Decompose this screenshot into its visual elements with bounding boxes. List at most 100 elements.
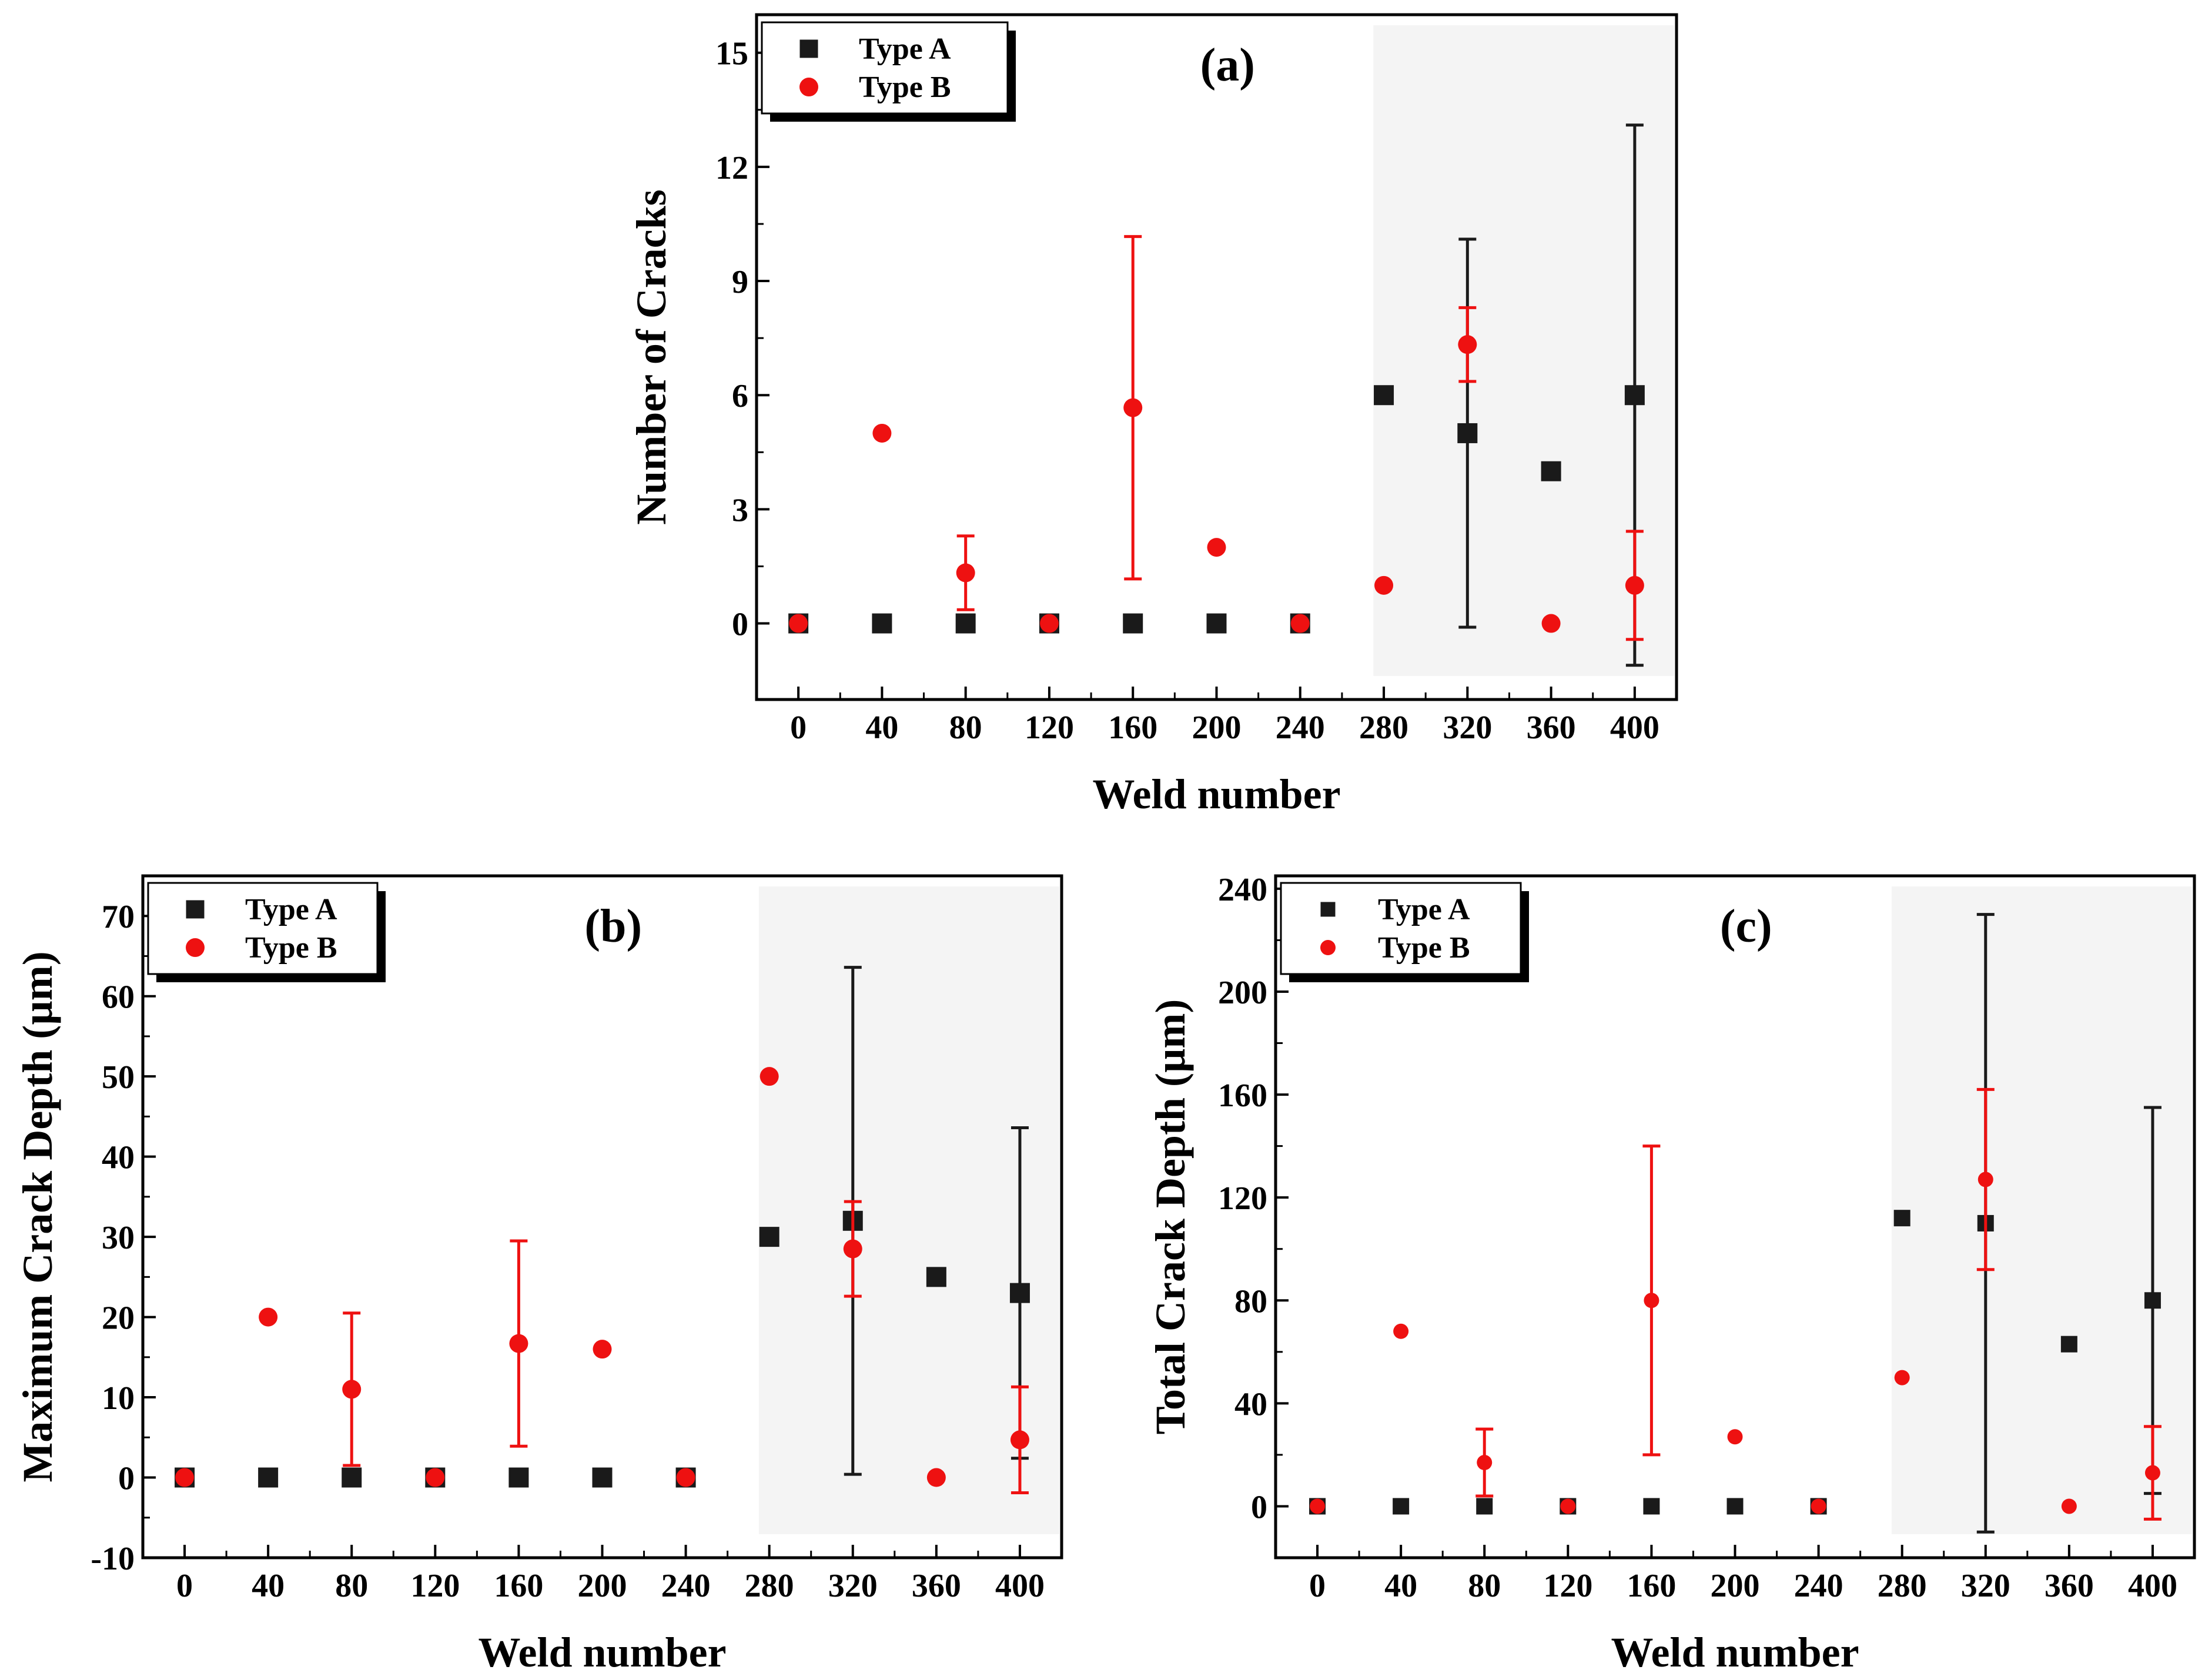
- x-tick-label: 280: [1359, 710, 1408, 746]
- data-point-type-b: [509, 1334, 528, 1353]
- data-point-type-a: [1893, 1210, 1910, 1227]
- data-point-type-b: [1290, 614, 1310, 633]
- legend-label-type-a: Type A: [859, 32, 951, 66]
- panel-b-maximum-crack-depth: 0 40 80 120 160 200 240 280 320 360 400 -10 0 10 20 30 4…: [14, 874, 1063, 1676]
- data-point-type-b: [1560, 1498, 1576, 1514]
- data-point-type-a: [2060, 1336, 2077, 1353]
- x-tick-label: 360: [1527, 710, 1576, 746]
- data-point-type-a: [872, 613, 892, 634]
- data-point-type-b: [1393, 1323, 1409, 1339]
- panel-label: (a): [1200, 39, 1255, 91]
- panel-label: (b): [584, 901, 642, 952]
- x-tick-label: 280: [1878, 1568, 1927, 1604]
- data-point-type-a: [2144, 1292, 2161, 1309]
- x-tick-label: 120: [410, 1568, 460, 1604]
- legend-label-type-b: Type B: [859, 71, 951, 104]
- panel-a-number-of-cracks: 0 40 80 120 160 200 240 280 320 360 400 0 3 6 9 12 15 Ty…: [628, 13, 1678, 818]
- y-tick-label: 12: [715, 150, 748, 186]
- data-point-type-b: [1625, 575, 1644, 595]
- data-point-type-b: [1207, 538, 1226, 557]
- x-tick-label: 80: [1468, 1568, 1501, 1604]
- x-tick-label: 400: [2128, 1568, 2177, 1604]
- x-tick-label: 240: [661, 1568, 711, 1604]
- y-tick-label: 0: [118, 1461, 135, 1497]
- data-point-type-a: [592, 1467, 613, 1488]
- x-tick-label: 320: [1961, 1568, 2010, 1604]
- data-point-type-a: [1457, 423, 1478, 443]
- data-point-type-b: [1978, 1172, 1993, 1187]
- x-tick-label: 200: [1711, 1568, 1760, 1604]
- legend-label-type-b: Type B: [245, 931, 337, 965]
- x-tick-label: 120: [1025, 710, 1074, 746]
- x-tick-label: 240: [1794, 1568, 1843, 1604]
- x-tick-label: 320: [1443, 710, 1492, 746]
- data-point-type-a: [1624, 385, 1645, 406]
- data-point-type-a: [1541, 461, 1561, 481]
- x-tick-label: 40: [865, 710, 898, 746]
- x-axis-title: Weld number: [1092, 771, 1340, 818]
- x-tick-label: 80: [949, 710, 982, 746]
- x-axis-title: Weld number: [1611, 1629, 1859, 1676]
- y-tick-label: 15: [715, 36, 748, 72]
- x-tick-label: 200: [1192, 710, 1242, 746]
- data-point-type-a: [1206, 613, 1227, 634]
- y-tick-label: 6: [732, 378, 748, 414]
- data-point-type-a: [926, 1267, 946, 1287]
- x-tick-label: 360: [912, 1568, 961, 1604]
- x-tick-label: 80: [335, 1568, 368, 1604]
- x-tick-label: 0: [1309, 1568, 1326, 1604]
- y-tick-label: 70: [102, 899, 135, 935]
- shaded-region: [1373, 25, 1674, 676]
- legend: Type A Type B: [147, 882, 386, 982]
- data-point-type-b: [1541, 614, 1561, 633]
- legend-type-b-circle-marker: [799, 78, 818, 97]
- x-tick-label: 320: [828, 1568, 878, 1604]
- y-tick-label: 0: [732, 607, 748, 643]
- y-tick-label: 60: [102, 979, 135, 1016]
- data-point-type-a: [508, 1467, 529, 1488]
- x-tick-label: 160: [1108, 710, 1157, 746]
- data-point-type-a: [955, 613, 976, 634]
- y-axis-title: Total Crack Depth (µm): [1147, 999, 1194, 1435]
- data-point-type-b: [1894, 1370, 1910, 1386]
- y-tick-label: 80: [1234, 1283, 1267, 1320]
- data-point-type-b: [1039, 614, 1059, 633]
- data-point-type-b: [956, 563, 975, 583]
- data-point-type-b: [1811, 1498, 1826, 1514]
- x-tick-label: 0: [790, 710, 807, 746]
- y-tick-label: 20: [102, 1300, 135, 1337]
- data-point-type-b: [2144, 1465, 2160, 1481]
- data-point-type-b: [1010, 1430, 1029, 1450]
- legend-type-b-circle-marker: [1320, 940, 1336, 956]
- x-tick-label: 0: [176, 1568, 193, 1604]
- legend-box: [147, 882, 379, 975]
- data-point-type-b: [1644, 1293, 1659, 1308]
- data-point-type-a: [1374, 385, 1394, 406]
- data-point-type-b: [1477, 1455, 1493, 1471]
- x-tick-label: 40: [252, 1568, 285, 1604]
- data-point-type-a: [1009, 1283, 1030, 1303]
- legend: Type A Type B: [1280, 882, 1529, 982]
- y-tick-label: 120: [1218, 1180, 1267, 1217]
- data-point-type-a: [1393, 1498, 1410, 1515]
- legend-type-a-square-marker: [186, 900, 205, 919]
- y-tick-label: 200: [1218, 975, 1267, 1011]
- y-tick-label: 160: [1218, 1077, 1267, 1114]
- data-point-type-a: [1476, 1498, 1493, 1515]
- y-tick-label: 0: [1251, 1489, 1267, 1525]
- data-point-type-b: [676, 1468, 695, 1487]
- data-point-type-a: [1643, 1498, 1660, 1515]
- data-point-type-b: [843, 1239, 862, 1259]
- y-tick-label: 50: [102, 1059, 135, 1096]
- x-axis-title: Weld number: [478, 1629, 726, 1676]
- data-point-type-a: [258, 1467, 279, 1488]
- x-tick-label: 240: [1276, 710, 1325, 746]
- y-tick-label: 30: [102, 1220, 135, 1256]
- data-point-type-b: [1310, 1498, 1326, 1514]
- x-tick-label: 360: [2045, 1568, 2094, 1604]
- legend-box: [761, 21, 1009, 115]
- x-tick-label: 40: [1384, 1568, 1417, 1604]
- legend-type-b-circle-marker: [186, 938, 205, 958]
- y-axis-title: Number of Cracks: [628, 189, 675, 525]
